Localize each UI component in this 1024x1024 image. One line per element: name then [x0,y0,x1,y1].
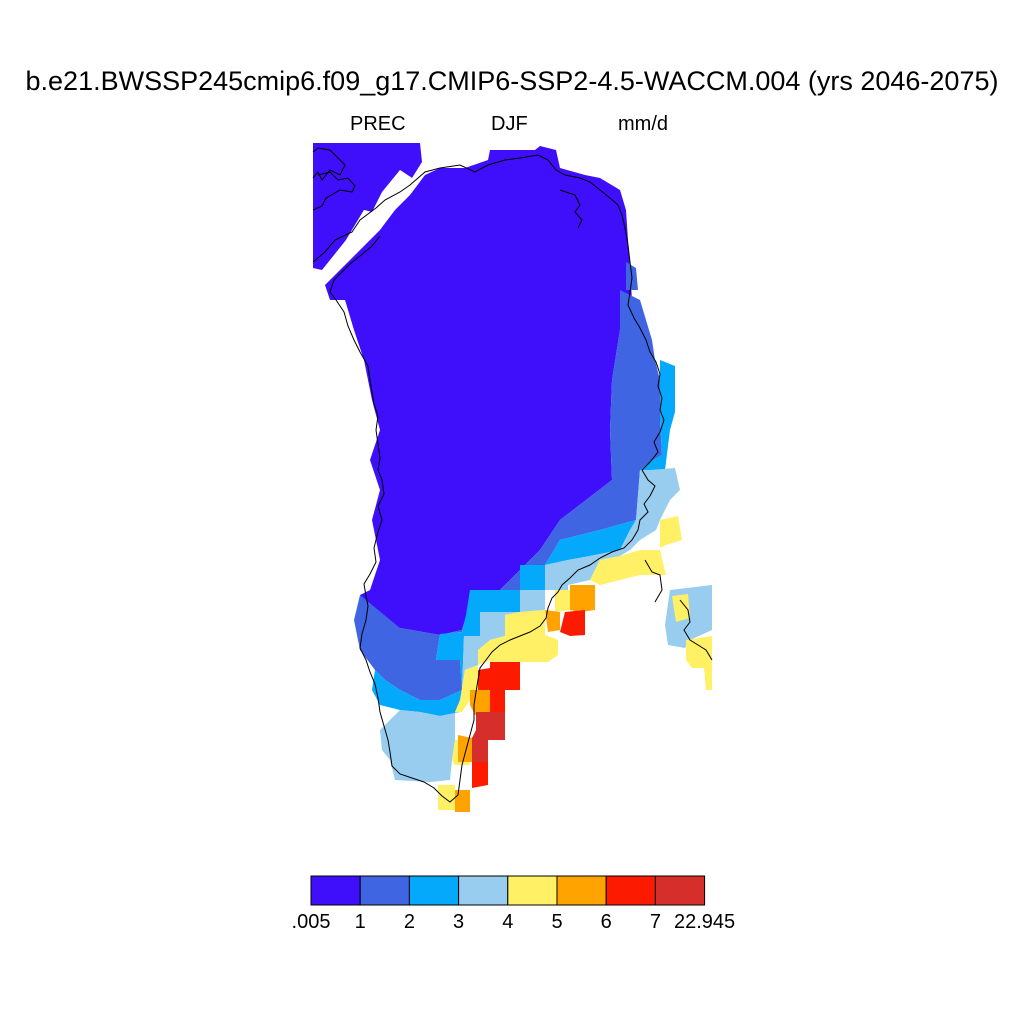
variable-label: PREC [350,113,406,135]
colorbar-tick-label: 4 [502,911,514,933]
colorbar-swatch [605,875,656,906]
plot-title: b.e21.BWSSP245cmip6.f09_g17.CMIP6-SSP2-4… [25,66,999,96]
colorbar-swatch [654,875,706,906]
colorbar-tick-label: 6 [600,911,612,933]
colorbar-tick-label: 7 [649,911,661,933]
colorbar-swatch [458,875,509,906]
season-label: DJF [491,113,528,135]
colorbar-swatch [359,875,410,906]
colorbar-swatch [408,875,460,906]
units-label: mm/d [618,113,668,135]
colorbar-swatch [507,875,558,906]
colorbar-tick-label: 22.945 [674,911,736,933]
colorbar-tick-label: 2 [403,911,415,933]
greenland-field [313,143,632,635]
colorbar-swatch [310,875,361,906]
colorbar-tick-label: .005 [291,911,331,933]
colorbar-tick-label: 3 [453,911,465,933]
colorbar-swatch [556,875,607,906]
colorbar-tick-label: 5 [551,911,563,933]
colorbar-tick-label: 1 [354,911,366,933]
